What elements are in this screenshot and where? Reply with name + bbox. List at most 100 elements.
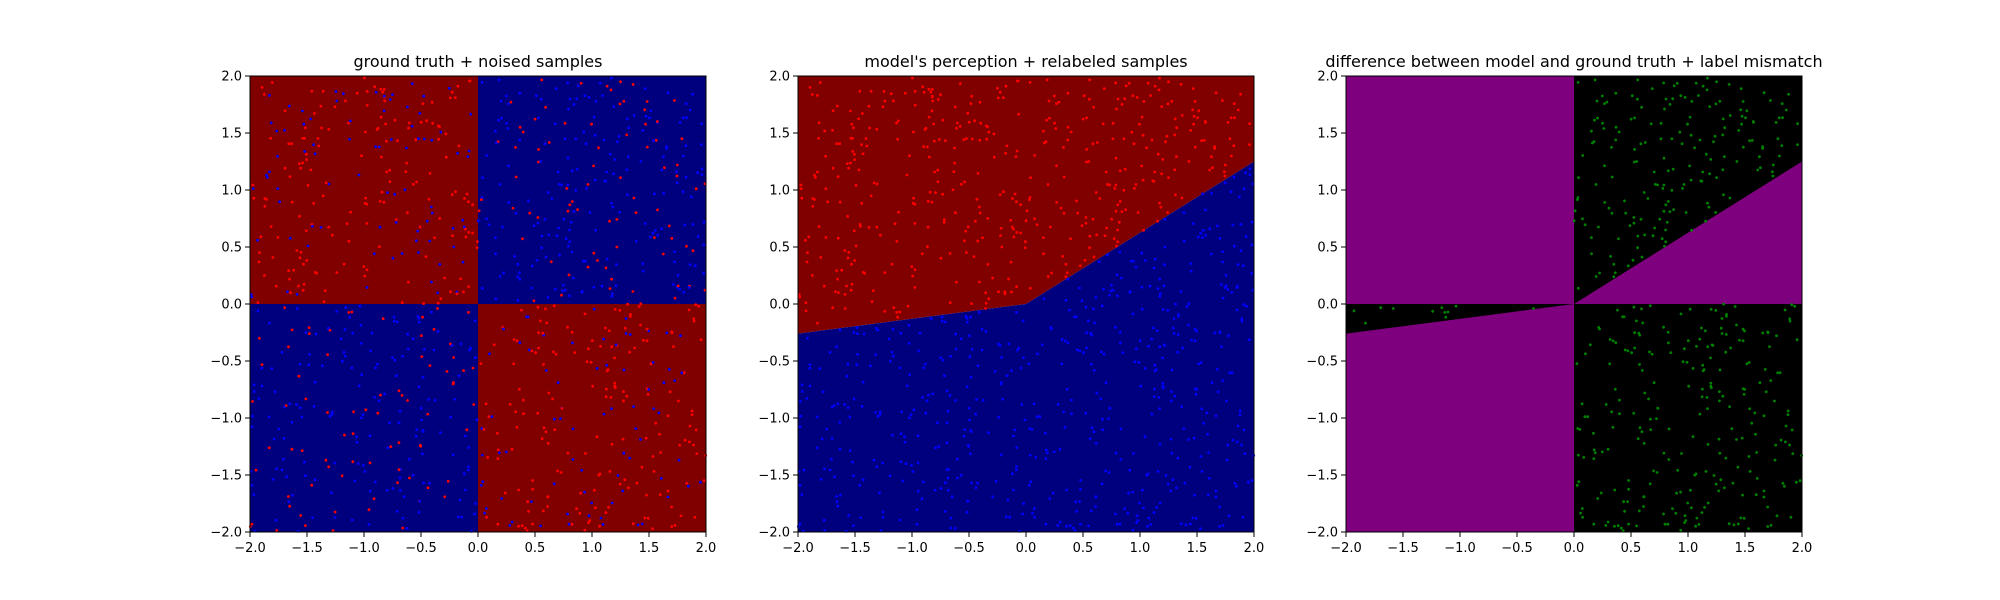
- scatter-point: [1632, 216, 1636, 219]
- scatter-point: [1135, 96, 1139, 99]
- scatter-point: [1207, 477, 1211, 480]
- scatter-point: [1001, 96, 1005, 99]
- scatter-point: [334, 90, 338, 93]
- scatter-point: [510, 520, 514, 524]
- scatter-point: [1228, 137, 1232, 141]
- scatter-point: [474, 502, 477, 505]
- scatter-point: [950, 495, 954, 499]
- scatter-point: [583, 490, 586, 494]
- scatter-point: [466, 468, 470, 472]
- scatter-point: [301, 288, 305, 292]
- scatter-point: [856, 332, 859, 335]
- scatter-point: [849, 161, 852, 165]
- scatter-point: [1193, 339, 1197, 343]
- scatter-point: [1774, 443, 1778, 447]
- scatter-point: [1784, 440, 1787, 444]
- scatter-point: [673, 379, 677, 382]
- scatter-point: [836, 402, 840, 406]
- scatter-point: [1132, 142, 1136, 146]
- scatter-point: [401, 354, 404, 358]
- scatter-point: [853, 158, 856, 162]
- scatter-point: [814, 176, 817, 179]
- scatter-point: [645, 327, 649, 331]
- scatter-point: [1177, 313, 1180, 316]
- scatter-point: [635, 481, 639, 485]
- scatter-point: [999, 453, 1003, 457]
- scatter-point: [250, 425, 254, 429]
- scatter-point: [1015, 149, 1019, 153]
- scatter-point: [929, 317, 933, 321]
- scatter-point: [382, 88, 386, 91]
- scatter-point: [925, 145, 929, 149]
- scatter-point: [1092, 255, 1096, 259]
- scatter-point: [444, 132, 448, 136]
- scatter-point: [1784, 424, 1788, 428]
- scatter-point: [804, 238, 807, 242]
- scatter-point: [498, 275, 502, 278]
- scatter-point: [966, 499, 970, 503]
- scatter-point: [1142, 506, 1145, 510]
- scatter-point: [962, 434, 966, 438]
- scatter-point: [573, 351, 577, 354]
- scatter-point: [345, 222, 349, 226]
- scatter-point: [658, 432, 661, 436]
- scatter-point: [1153, 363, 1157, 367]
- scatter-point: [936, 180, 940, 184]
- scatter-point: [820, 437, 824, 441]
- scatter-point: [1140, 164, 1143, 168]
- scatter-point: [379, 115, 383, 119]
- scatter-point: [994, 479, 998, 483]
- scatter-point: [838, 142, 842, 146]
- scatter-point: [1635, 160, 1639, 163]
- scatter-point: [978, 280, 981, 284]
- scatter-point: [1021, 319, 1025, 323]
- scatter-point: [326, 411, 329, 414]
- scatter-point: [1094, 442, 1098, 445]
- axes: −2.0 −1.5 −1.0 −0.5 0.0 0.5 1.0 1.5 2.0−2.0−1.5−…: [758, 70, 1264, 557]
- scatter-point: [1167, 176, 1170, 180]
- scatter-point: [287, 500, 291, 504]
- scatter-point: [836, 504, 840, 508]
- scatter-point: [955, 457, 959, 461]
- scatter-point: [1661, 187, 1665, 190]
- panel-title: ground truth + noised samples: [354, 52, 603, 71]
- scatter-point: [448, 86, 451, 90]
- scatter-point: [539, 160, 543, 163]
- scatter-point: [975, 197, 979, 201]
- scatter-point: [951, 188, 955, 192]
- scatter-point: [1238, 409, 1242, 413]
- scatter-point: [633, 346, 636, 350]
- scatter-point: [304, 474, 307, 478]
- scatter-point: [943, 374, 946, 378]
- scatter-point: [1741, 100, 1745, 103]
- scatter-point: [999, 382, 1003, 386]
- scatter-point: [692, 443, 695, 447]
- scatter-point: [1119, 341, 1122, 345]
- scatter-point: [384, 139, 388, 143]
- background-regions: [250, 76, 706, 532]
- scatter-point: [1156, 287, 1160, 290]
- scatter-point: [1165, 134, 1169, 138]
- scatter-point: [1621, 529, 1625, 533]
- scatter-point: [1610, 146, 1613, 149]
- scatter-point: [1173, 168, 1177, 172]
- scatter-point: [1733, 305, 1737, 308]
- scatter-point: [394, 218, 398, 222]
- scatter-point: [595, 367, 599, 370]
- scatter-point: [614, 343, 618, 347]
- scatter-point: [1750, 421, 1754, 425]
- scatter-point: [427, 398, 430, 401]
- scatter-point: [1604, 524, 1608, 527]
- scatter-point: [1126, 511, 1130, 515]
- scatter-point: [382, 94, 386, 98]
- scatter-point: [326, 353, 329, 356]
- scatter-point: [1114, 325, 1117, 329]
- scatter-point: [1081, 117, 1085, 121]
- scatter-point: [662, 381, 666, 385]
- scatter-point: [1694, 524, 1697, 528]
- scatter-point: [417, 510, 421, 514]
- scatter-point: [930, 88, 934, 91]
- scatter-point: [1014, 155, 1018, 159]
- scatter-point: [1623, 199, 1626, 203]
- scatter-point: [1652, 469, 1655, 473]
